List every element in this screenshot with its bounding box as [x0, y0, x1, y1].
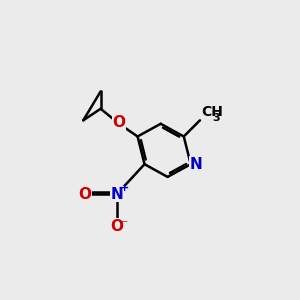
Text: ⁻: ⁻	[120, 218, 127, 232]
Text: N: N	[189, 157, 202, 172]
Text: O: O	[112, 115, 126, 130]
Text: CH: CH	[201, 105, 223, 119]
Text: 3: 3	[212, 112, 220, 123]
Text: +: +	[120, 184, 130, 194]
Text: O: O	[78, 187, 91, 202]
Text: O: O	[110, 219, 123, 234]
Text: N: N	[110, 187, 123, 202]
